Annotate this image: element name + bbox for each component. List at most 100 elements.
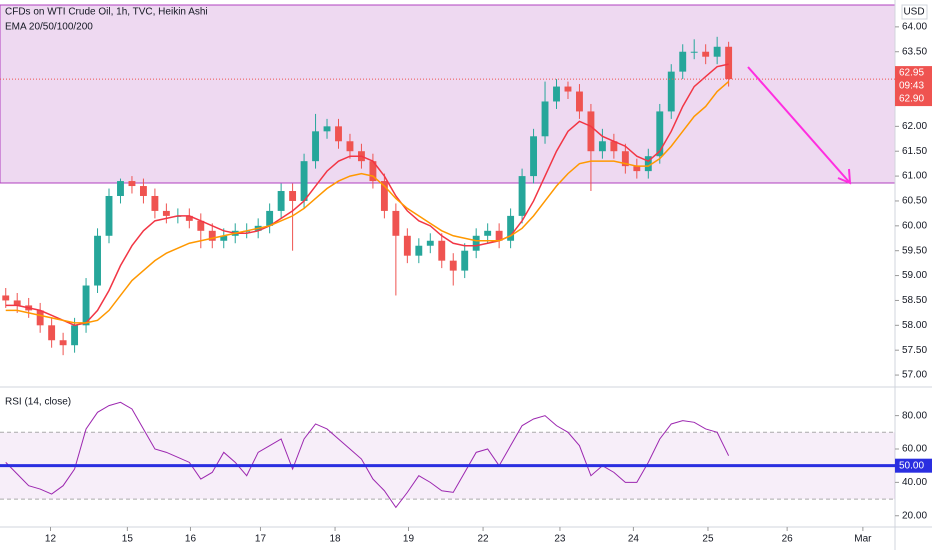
last-price-box: [895, 66, 932, 107]
candle-body: [266, 210, 274, 226]
x-tick-label: 24: [628, 534, 640, 545]
candle-body: [323, 126, 331, 132]
candle-body: [2, 295, 10, 301]
countdown: 09:43: [899, 81, 924, 92]
y-tick-label: 64.00: [902, 22, 927, 33]
candle-body: [71, 325, 79, 346]
candle-body: [702, 51, 710, 57]
last-price-label: 62.95: [899, 68, 924, 79]
rsi-level-label: 50.00: [899, 460, 924, 471]
candle-body: [472, 235, 480, 251]
rsi-level-box: [895, 458, 932, 473]
x-tick-label: 16: [185, 534, 197, 545]
candle-body: [713, 46, 721, 57]
y-tick-label: 60.00: [902, 220, 927, 231]
candle-body: [94, 235, 101, 286]
chart-title: CFDs on WTI Crude Oil, 1h, TVC, Heikin A…: [5, 7, 208, 18]
ema-price-label: 62.90: [899, 94, 924, 105]
x-tick-label: 25: [702, 534, 714, 545]
rsi-line: [5, 401, 730, 509]
candle-body: [117, 181, 124, 196]
candle-body: [380, 181, 388, 211]
candle-body: [518, 176, 526, 216]
candle-body: [128, 181, 136, 187]
y-tick-label: 60.50: [902, 196, 927, 207]
y-tick-label: 61.50: [902, 146, 927, 157]
candle-body: [105, 195, 113, 236]
candle-body: [208, 230, 216, 241]
y-tick-label: 57.50: [902, 345, 927, 356]
candle-body: [621, 151, 629, 167]
ema-line: [5, 63, 729, 327]
y-tick-label: 20.00: [902, 510, 927, 521]
candle-body: [13, 300, 21, 306]
y-tick-label: 59.50: [902, 245, 927, 256]
candle-body: [679, 51, 687, 72]
currency-box: [901, 4, 928, 20]
x-tick-label: 19: [403, 534, 415, 545]
price-zone: [0, 4, 896, 184]
candle-body: [220, 235, 228, 241]
candle-body: [656, 111, 664, 157]
candle-body: [541, 101, 549, 137]
x-tick-label: 22: [478, 534, 490, 545]
y-tick-label: 40.00: [902, 477, 927, 488]
candle-body: [48, 325, 56, 341]
y-tick-label: 59.00: [902, 270, 927, 281]
candle-body: [415, 245, 423, 256]
candle-body: [633, 166, 641, 172]
x-tick-label: 23: [554, 534, 566, 545]
candle-body: [530, 136, 537, 177]
candle-body: [346, 141, 354, 152]
indicator-label: EMA 20/50/100/200: [5, 22, 93, 33]
y-tick-label: 57.00: [902, 370, 927, 381]
candle-body: [36, 310, 44, 326]
candle-body: [667, 71, 675, 112]
y-tick-label: 58.00: [902, 320, 927, 331]
candle-body: [553, 86, 560, 102]
candle-body: [151, 195, 159, 211]
candle-body: [495, 230, 503, 241]
candle-body: [162, 210, 170, 216]
candle-body: [82, 285, 90, 326]
candle-body: [289, 191, 297, 201]
candle-body: [507, 215, 515, 241]
candle-body: [300, 161, 308, 201]
candle-body: [725, 46, 733, 80]
candle-body: [438, 240, 446, 261]
candle-body: [426, 240, 434, 246]
currency: USD: [903, 7, 924, 18]
candle-body: [587, 111, 595, 152]
candle-body: [59, 340, 67, 346]
candle-body: [139, 186, 147, 196]
x-tick-label: 12: [45, 534, 57, 545]
candle-body: [392, 210, 400, 236]
y-tick-label: 61.00: [902, 171, 927, 182]
arrow: [747, 66, 851, 184]
candle-body: [564, 86, 572, 92]
x-tick-label: 26: [782, 534, 794, 545]
candle-body: [197, 220, 205, 231]
candle-body: [312, 131, 319, 162]
candle-body: [403, 235, 411, 256]
y-tick-label: 80.00: [902, 410, 927, 421]
candle-body: [484, 230, 492, 236]
candle-body: [576, 91, 583, 112]
x-tick-label: 17: [255, 534, 267, 545]
arrow-head: [837, 168, 852, 185]
candle-body: [690, 51, 698, 53]
candle-body: [335, 126, 342, 142]
y-tick-label: 63.50: [902, 46, 927, 57]
candle-body: [461, 250, 469, 271]
x-tick-label: 18: [329, 534, 341, 545]
ema-line: [5, 81, 730, 324]
rsi-title: RSI (14, close): [5, 397, 71, 408]
candle-body: [598, 141, 606, 152]
candle-body: [449, 260, 457, 271]
y-tick-label: 60.00: [902, 444, 927, 455]
x-tick-label: Mar: [854, 534, 872, 545]
candle-body: [644, 156, 652, 172]
x-tick-label: 15: [122, 534, 134, 545]
candle-body: [610, 141, 618, 152]
